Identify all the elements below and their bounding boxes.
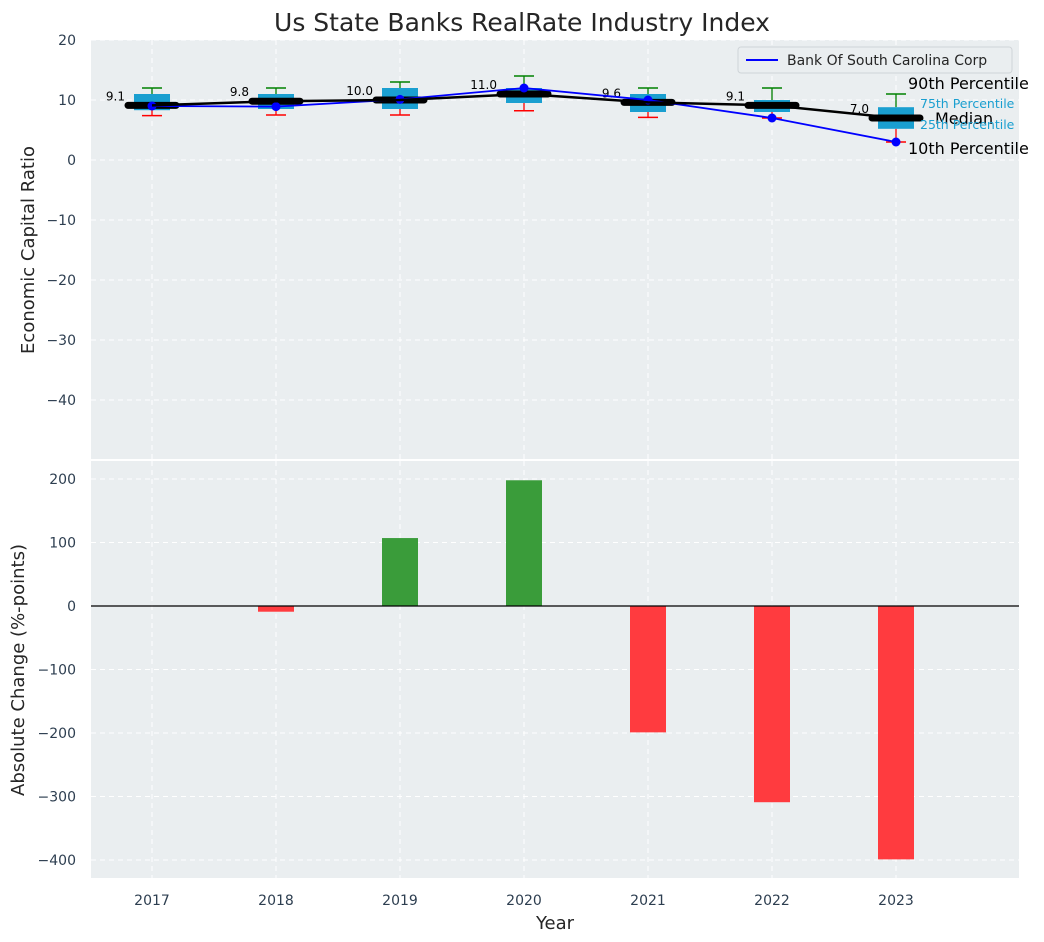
bottom-bars (258, 480, 914, 860)
series-point-2023 (891, 137, 901, 147)
annotation-p25: 25th Percentile (920, 117, 1015, 132)
median-value-label: 7.0 (850, 102, 869, 116)
bar-2022 (754, 606, 790, 803)
bottom-y-ticks: 200 100 0 −100 −200 −300 −400 (38, 472, 76, 869)
bottom-y-tick-label: −100 (38, 663, 76, 679)
median-line (151, 92, 897, 120)
bottom-y-tick-label: −400 (38, 853, 76, 869)
x-tick-label: 2021 (630, 893, 666, 909)
bottom-x-ticks: 2017 2018 2019 2020 2021 2022 2023 (134, 893, 914, 909)
top-annotations: 90th Percentile 75th Percentile Median 2… (908, 74, 1029, 158)
series-point-2020 (519, 83, 529, 93)
annotation-p75: 75th Percentile (920, 96, 1015, 111)
top-y-tick-label: −40 (46, 393, 76, 409)
median-value-label: 10.0 (346, 84, 373, 98)
x-tick-label: 2023 (878, 893, 914, 909)
top-plot-background (91, 40, 1019, 459)
series-point-2018 (271, 102, 281, 112)
annotation-median: Median (935, 109, 993, 128)
legend-entry: Bank Of South Carolina Corp (787, 53, 987, 69)
top-median-line (151, 92, 897, 120)
x-tick-label: 2022 (754, 893, 790, 909)
top-y-tick-label: 0 (67, 153, 76, 169)
bottom-y-tick-label: 200 (49, 472, 76, 488)
x-tick-label: 2020 (506, 893, 542, 909)
top-y-tick-label: 20 (58, 33, 76, 49)
median-value-label: 9.1 (106, 89, 125, 103)
median-value-label: 9.1 (726, 89, 745, 103)
bottom-y-axis-label: Absolute Change (%-points) (8, 544, 29, 796)
top-series (147, 83, 901, 147)
series-point-2017 (147, 101, 157, 111)
bar-2023 (878, 606, 914, 860)
x-tick-label: 2018 (258, 893, 294, 909)
bar-2020 (506, 480, 542, 606)
bar-2018 (258, 606, 294, 612)
top-grid (91, 39, 1019, 459)
median-value-label: 9.8 (230, 85, 249, 99)
x-tick-label: 2017 (134, 893, 170, 909)
annotation-p10: 10th Percentile (908, 139, 1029, 158)
series-point-2022 (767, 113, 777, 123)
bottom-y-tick-label: −300 (38, 790, 76, 806)
top-y-tick-label: −20 (46, 273, 76, 289)
chart-title: Us State Banks RealRate Industry Index (274, 8, 770, 37)
bottom-y-tick-label: −200 (38, 726, 76, 742)
top-y-tick-label: −30 (46, 333, 76, 349)
bottom-panel: 200 100 0 −100 −200 −300 −400 2017 2018 2019 2020… (8, 461, 1019, 934)
annotation-p90: 90th Percentile (908, 74, 1029, 93)
top-y-ticks: 20 10 0 −10 −20 −30 −40 (46, 33, 76, 409)
x-tick-label: 2019 (382, 893, 418, 909)
top-y-tick-label: −10 (46, 213, 76, 229)
bottom-y-tick-label: 100 (49, 536, 76, 552)
bottom-y-tick-label: 0 (67, 599, 76, 615)
bar-2021 (630, 606, 666, 733)
x-axis-label: Year (535, 913, 575, 934)
legend: Bank Of South Carolina Corp (737, 46, 1013, 74)
top-y-tick-label: 10 (58, 93, 76, 109)
bar-2019 (382, 538, 418, 606)
median-value-label: 11.0 (470, 78, 497, 92)
legend-box (737, 46, 1013, 74)
top-y-axis-label: Economic Capital Ratio (18, 146, 39, 354)
